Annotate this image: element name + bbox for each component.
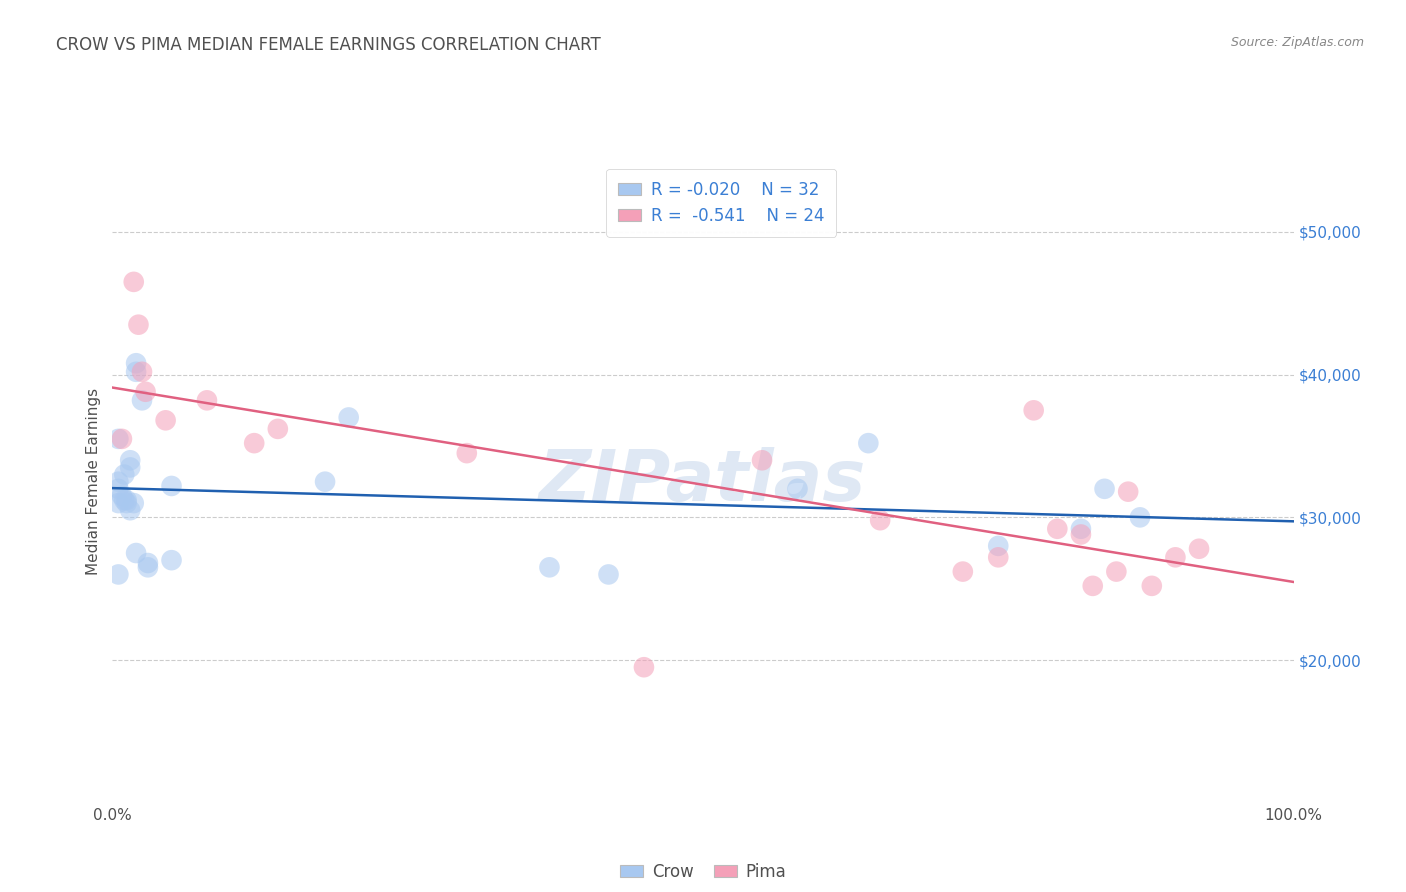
Point [538, 560, 561, 574]
Point [107, 475, 129, 489]
Point [243, 436, 266, 450]
Point [869, 513, 891, 527]
Text: ZIPatlas: ZIPatlas [540, 447, 866, 516]
Point [633, 660, 655, 674]
Point [1070, 522, 1092, 536]
Point [131, 365, 153, 379]
Point [195, 393, 218, 408]
Point [314, 475, 336, 489]
Point [125, 546, 148, 560]
Point [1164, 550, 1187, 565]
Point [125, 365, 148, 379]
Point [125, 356, 148, 370]
Point [135, 384, 157, 399]
Point [858, 436, 880, 450]
Point [155, 413, 177, 427]
Point [751, 453, 773, 467]
Y-axis label: Median Female Earnings: Median Female Earnings [86, 388, 101, 575]
Point [1046, 522, 1069, 536]
Point [107, 567, 129, 582]
Point [131, 393, 153, 408]
Point [1140, 579, 1163, 593]
Point [952, 565, 974, 579]
Point [1105, 565, 1128, 579]
Text: CROW VS PIMA MEDIAN FEMALE EARNINGS CORRELATION CHART: CROW VS PIMA MEDIAN FEMALE EARNINGS CORR… [56, 36, 600, 54]
Point [136, 560, 159, 574]
Point [107, 482, 129, 496]
Point [136, 556, 159, 570]
Point [112, 467, 135, 482]
Legend: Crow, Pima: Crow, Pima [613, 856, 793, 888]
Point [160, 479, 183, 493]
Point [127, 318, 149, 332]
Point [112, 493, 135, 508]
Point [115, 493, 138, 508]
Text: Source: ZipAtlas.com: Source: ZipAtlas.com [1230, 36, 1364, 49]
Point [111, 489, 134, 503]
Point [111, 432, 134, 446]
Point [160, 553, 183, 567]
Point [598, 567, 620, 582]
Point [456, 446, 478, 460]
Point [122, 275, 145, 289]
Point [1022, 403, 1045, 417]
Point [1116, 484, 1139, 499]
Point [987, 550, 1010, 565]
Point [1129, 510, 1152, 524]
Point [1070, 527, 1092, 541]
Point [786, 482, 808, 496]
Point [120, 453, 142, 467]
Point [267, 422, 290, 436]
Point [120, 503, 142, 517]
Point [107, 432, 129, 446]
Point [120, 460, 142, 475]
Point [122, 496, 145, 510]
Point [987, 539, 1010, 553]
Point [337, 410, 360, 425]
Point [1094, 482, 1116, 496]
Point [107, 496, 129, 510]
Point [1081, 579, 1104, 593]
Point [115, 496, 138, 510]
Point [1188, 541, 1211, 556]
